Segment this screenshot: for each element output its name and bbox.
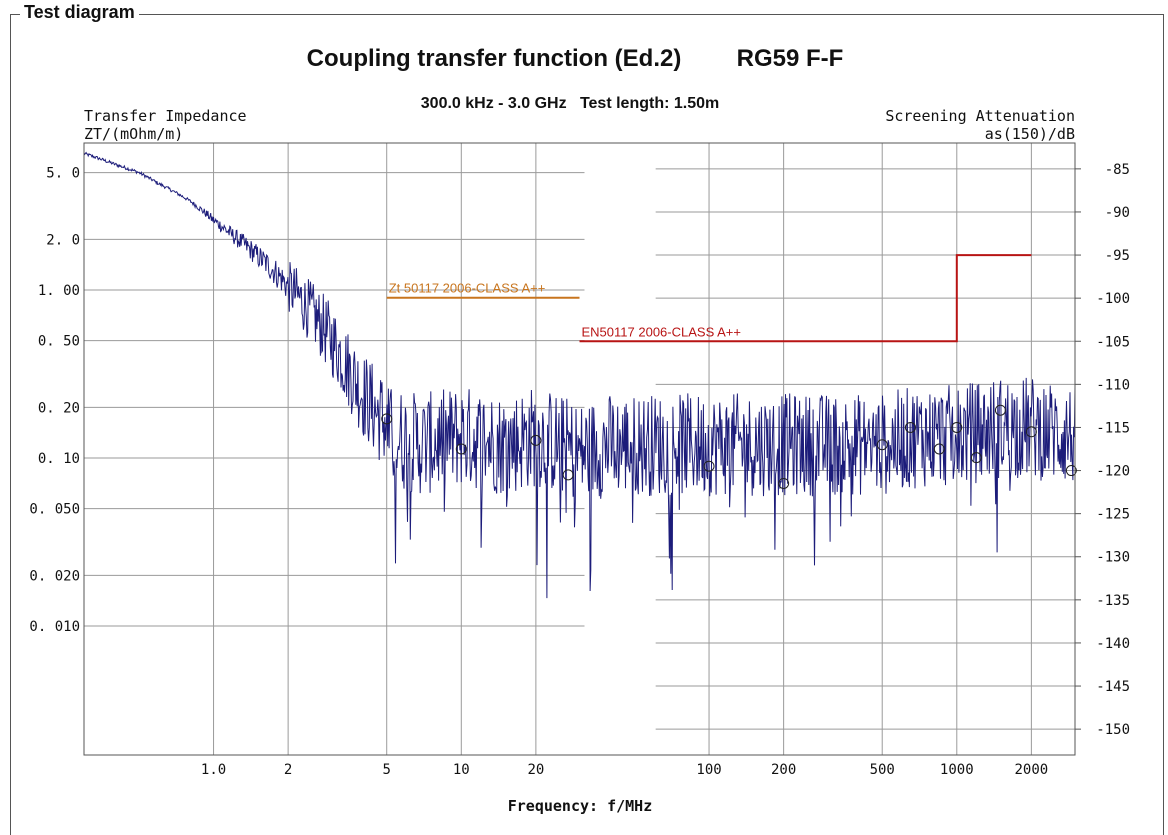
y-right-tick-label: -120 [1096, 464, 1130, 480]
limit-lines: Zt 50117 2006-CLASS A++ EN50117 2006-CLAS… [386, 254, 1032, 343]
x-tick-label: 100 [696, 762, 721, 778]
y-right-tick-label: -140 [1096, 636, 1130, 652]
data-marker [703, 460, 715, 472]
data-marker [970, 452, 982, 464]
x-tick-label: 10 [453, 762, 470, 778]
y-right-tick-label: -125 [1096, 507, 1130, 523]
y-right-tick-label: -110 [1096, 377, 1130, 393]
y-right-tick-label: -85 [1105, 162, 1130, 178]
y-right-tick-label: -95 [1105, 248, 1130, 264]
y-left-tick-label: 0. 020 [29, 568, 80, 584]
measured-trace [83, 151, 1076, 599]
panel-title: Test diagram [20, 2, 139, 23]
y-left-tick-label: 2. 0 [46, 232, 80, 248]
limit-line [579, 254, 1032, 343]
data-marker [876, 439, 888, 451]
series [83, 151, 1076, 599]
y-right-tick-label: -115 [1096, 420, 1130, 436]
plot-area [83, 142, 1076, 756]
x-tick-label: 200 [771, 762, 796, 778]
x-tick-label: 2 [284, 762, 292, 778]
data-marker [1025, 426, 1037, 438]
y-left-label-2: ZT/(mOhm/m) [84, 125, 183, 143]
y-left-tick-label: 1. 00 [38, 283, 80, 299]
y-right-tick-label: -130 [1096, 550, 1130, 566]
y-right-tick-label: -145 [1096, 679, 1130, 695]
y-left-tick-label: 0. 050 [29, 502, 80, 518]
x-tick-label: 1000 [940, 762, 974, 778]
y-right-tick-label: -105 [1096, 334, 1130, 350]
y-right-tick-label: -100 [1096, 291, 1130, 307]
y-right-tick-label: -150 [1096, 722, 1130, 738]
data-marker [562, 469, 574, 481]
markers [381, 404, 1077, 489]
panel-frame [10, 14, 1164, 835]
x-tick-label: 1.0 [201, 762, 226, 778]
data-marker [778, 477, 790, 489]
limit-label: Zt 50117 2006-CLASS A++ [389, 281, 546, 296]
y-left-label-1: Transfer Impedance [84, 107, 247, 125]
limit-label: EN50117 2006-CLASS A++ [582, 324, 742, 339]
y-left-tick-label: 5. 0 [46, 166, 80, 182]
y-right-tick-label: -90 [1105, 205, 1130, 221]
data-marker [933, 443, 945, 455]
data-marker [994, 404, 1006, 416]
chart-subtitle: 300.0 kHz - 3.0 GHz Test length: 1.50m [421, 95, 719, 112]
data-marker [904, 421, 916, 433]
data-marker [530, 434, 542, 446]
data-marker [381, 413, 393, 425]
data-marker [951, 421, 963, 433]
chart-title: Coupling transfer function (Ed.2) [307, 45, 682, 72]
y-right-label-1: Screening Attenuation [885, 107, 1075, 125]
data-marker [1065, 465, 1077, 477]
x-tick-label: 5 [382, 762, 390, 778]
data-marker [455, 443, 467, 455]
y-left-tick-label: 0. 50 [38, 334, 80, 350]
tick-labels: 1.0 2 5 10 20 100 200 500 1000 2000 5. 0 2. 0 1. 00 0… [29, 162, 1130, 778]
x-tick-label: 2000 [1015, 762, 1049, 778]
y-right-label-2: as(150)/dB [985, 125, 1075, 143]
y-left-tick-label: 0. 010 [29, 619, 80, 635]
x-tick-label: 20 [527, 762, 544, 778]
y-right-tick-label: -135 [1096, 593, 1130, 609]
x-axis-label: Frequency: f/MHz [508, 797, 653, 815]
y-left-tick-label: 0. 10 [38, 451, 80, 467]
y-left-tick-label: 0. 20 [38, 400, 80, 416]
x-tick-label: 500 [870, 762, 895, 778]
chart-title-cable: RG59 F-F [737, 45, 844, 72]
